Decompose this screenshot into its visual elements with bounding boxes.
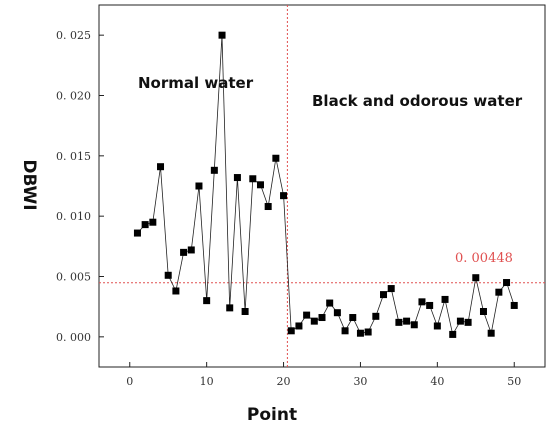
- data-point: [372, 313, 379, 320]
- data-point: [472, 274, 479, 281]
- data-point: [457, 318, 464, 325]
- data-point: [503, 279, 510, 286]
- x-tick-label: 30: [353, 375, 367, 388]
- y-axis-ticks: 0. 000 0. 005 0. 010 0. 015 0. 020 0. 025: [56, 29, 104, 344]
- data-point: [465, 319, 472, 326]
- data-point: [395, 319, 402, 326]
- data-point: [349, 314, 356, 321]
- data-point: [319, 314, 326, 321]
- data-point: [203, 297, 210, 304]
- data-point: [418, 298, 425, 305]
- data-point: [326, 300, 333, 307]
- data-point: [311, 318, 318, 325]
- data-point: [219, 32, 226, 39]
- data-point: [511, 302, 518, 309]
- data-point: [172, 287, 179, 294]
- x-tick-label: 20: [277, 375, 291, 388]
- data-point: [426, 302, 433, 309]
- data-point: [234, 174, 241, 181]
- data-point: [380, 291, 387, 298]
- data-point: [388, 285, 395, 292]
- data-point: [411, 321, 418, 328]
- data-point: [334, 309, 341, 316]
- data-point: [180, 249, 187, 256]
- y-axis-title: DBWI: [19, 159, 39, 210]
- data-point: [257, 181, 264, 188]
- data-point: [211, 167, 218, 174]
- x-tick-label: 50: [507, 375, 521, 388]
- data-point: [242, 308, 249, 315]
- data-point: [142, 221, 149, 228]
- data-point: [288, 327, 295, 334]
- y-tick-label: 0. 025: [56, 29, 91, 42]
- x-axis-ticks: 0 10 20 30 40 50: [126, 362, 521, 388]
- data-point: [149, 219, 156, 226]
- y-tick-label: 0. 000: [56, 331, 91, 344]
- data-point: [195, 183, 202, 190]
- y-tick-label: 0. 010: [56, 210, 91, 223]
- data-point: [157, 163, 164, 170]
- x-tick-label: 0: [126, 375, 133, 388]
- data-point: [134, 230, 141, 237]
- data-point: [434, 322, 441, 329]
- data-point: [365, 329, 372, 336]
- data-point: [226, 304, 233, 311]
- data-point: [495, 289, 502, 296]
- y-tick-label: 0. 005: [56, 271, 91, 284]
- data-point: [280, 192, 287, 199]
- data-point: [403, 318, 410, 325]
- plot-frame: [99, 5, 545, 367]
- data-point: [272, 155, 279, 162]
- x-tick-label: 40: [430, 375, 444, 388]
- black-odorous-water-label: Black and odorous water: [312, 92, 523, 110]
- data-point: [449, 331, 456, 338]
- x-tick-label: 10: [200, 375, 214, 388]
- data-point: [295, 322, 302, 329]
- y-tick-label: 0. 020: [56, 90, 91, 103]
- data-point: [357, 330, 364, 337]
- data-point: [165, 272, 172, 279]
- data-point: [265, 203, 272, 210]
- data-point: [303, 312, 310, 319]
- data-point: [188, 246, 195, 253]
- y-tick-label: 0. 015: [56, 150, 91, 163]
- x-axis-title: Point: [247, 405, 297, 425]
- data-point: [488, 330, 495, 337]
- data-point: [442, 296, 449, 303]
- data-point: [249, 175, 256, 182]
- data-point: [342, 327, 349, 334]
- data-point: [480, 308, 487, 315]
- normal-water-label: Normal water: [138, 74, 254, 92]
- threshold-label: 0. 00448: [455, 251, 513, 266]
